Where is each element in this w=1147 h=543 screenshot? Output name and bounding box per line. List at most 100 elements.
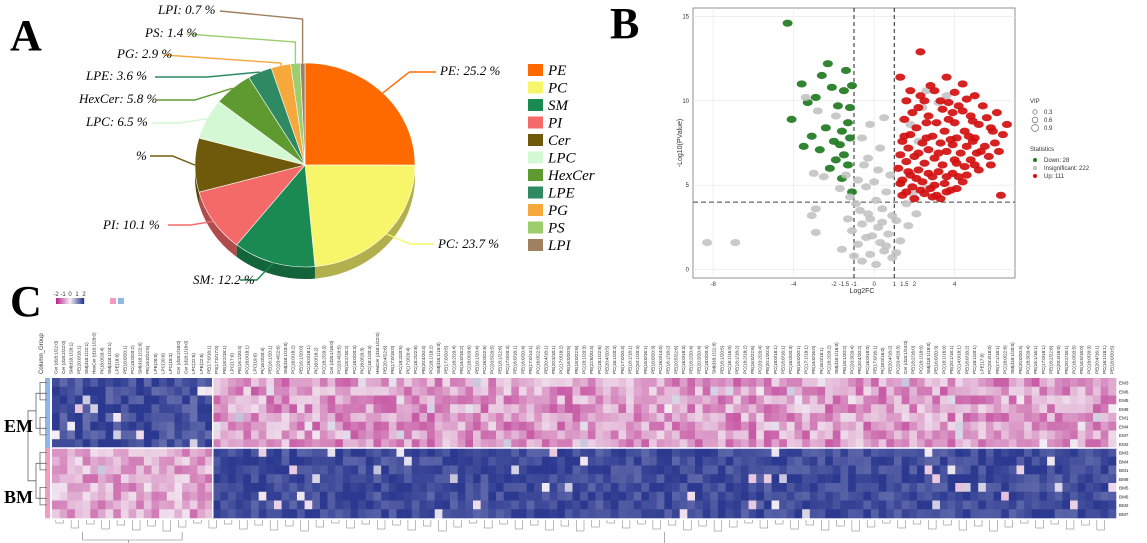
heatmap-cell (511, 456, 520, 466)
heatmap-cell (955, 386, 964, 396)
heatmap-cell (725, 413, 734, 423)
heatmap-cell (143, 413, 152, 423)
heatmap-cell (733, 404, 742, 414)
heatmap-cell (679, 491, 688, 501)
heatmap-cell (878, 421, 887, 431)
heatmap-cell (1039, 413, 1048, 423)
heatmap-cell (296, 509, 305, 519)
heatmap-column-label: PE(20:4/22:6) (383, 345, 388, 374)
heatmap-cell (174, 404, 183, 414)
heatmap-cell (1085, 395, 1094, 405)
heatmap-cell (289, 483, 298, 493)
heatmap-cell (90, 448, 99, 458)
heatmap-cell (503, 500, 512, 510)
heatmap-cell (120, 509, 129, 519)
heatmap-cell (641, 500, 650, 510)
heatmap-col-dendro-branch (484, 520, 493, 529)
heatmap-cell (97, 386, 106, 396)
heatmap-key-tick: 2 (82, 292, 86, 298)
heatmap-col-dendro-branch (1081, 520, 1090, 526)
heatmap-cell (1100, 421, 1109, 431)
heatmap-cell (473, 491, 481, 501)
heatmap-col-dendro-branch (70, 520, 80, 529)
heatmap-cell (174, 500, 183, 510)
heatmap-col-dendro-branch (729, 520, 738, 528)
heatmap-cell (120, 439, 129, 449)
heatmap-cell (825, 448, 834, 458)
heatmap-cell (197, 404, 206, 414)
heatmap-cell (633, 404, 642, 414)
heatmap-cell (832, 474, 841, 484)
heatmap-cell (1039, 386, 1048, 396)
heatmap-cell (587, 448, 596, 458)
heatmap-key-stop (74, 298, 76, 304)
heatmap-cell (396, 386, 405, 396)
heatmap-cell (748, 386, 757, 396)
heatmap-column-label: PC(18:2/20:5) (398, 345, 403, 374)
heatmap-cell (924, 500, 933, 510)
heatmap-cell (495, 483, 504, 493)
heatmap-column-label: PE(22:6/20:4) (589, 345, 594, 374)
heatmap-cell (909, 509, 918, 519)
heatmap-cell (618, 465, 627, 475)
heatmap-cell (825, 491, 834, 501)
legend-label-pe: PE (547, 63, 566, 79)
volcano-point-insignificant (941, 92, 952, 100)
heatmap-cell (694, 491, 703, 501)
heatmap-cell (618, 395, 627, 405)
heatmap-cell (166, 404, 175, 414)
volcano-point-up (907, 183, 918, 191)
heatmap-cell (649, 491, 658, 501)
heatmap-cell (396, 483, 405, 493)
heatmap-cell (235, 483, 244, 493)
heatmap-cell (189, 491, 198, 501)
volcano-point-insignificant (853, 176, 864, 184)
heatmap-cell (205, 483, 214, 493)
volcano-y-tick: 10 (682, 99, 689, 105)
heatmap-cell (434, 509, 443, 519)
heatmap-cell (1031, 430, 1040, 440)
heatmap-cell (511, 500, 520, 510)
heatmap-cell (817, 483, 826, 493)
heatmap-cell (825, 439, 834, 449)
heatmap-cell (212, 474, 221, 484)
heatmap-cell (641, 448, 650, 458)
heatmap-cell (748, 430, 757, 440)
volcano-point-down (810, 93, 821, 102)
heatmap-cell (350, 439, 359, 449)
heatmap-cell (694, 509, 703, 519)
heatmap-column-label: PC(18:0/20:6) (467, 345, 472, 374)
heatmap-cell (511, 395, 520, 405)
volcano-point-up (933, 168, 944, 176)
volcano-point-up (919, 159, 930, 167)
heatmap-cell (419, 474, 428, 484)
heatmap-cell (595, 491, 604, 501)
heatmap-cell (970, 439, 979, 449)
heatmap-cell (985, 378, 994, 388)
heatmap-cell (763, 395, 772, 405)
heatmap-cell (136, 491, 145, 501)
heatmap-column-label: PE(16:0/18:0) (1079, 345, 1084, 374)
heatmap-cell (518, 413, 527, 423)
heatmap-cell (825, 413, 834, 423)
heatmap-key-stop (67, 298, 69, 304)
heatmap-cell (419, 456, 428, 466)
heatmap-cell (848, 500, 857, 510)
heatmap-cell (159, 386, 168, 396)
heatmap-cell (166, 509, 175, 519)
heatmap-cell (388, 465, 397, 475)
heatmap-cell (473, 474, 481, 484)
heatmap-cell (626, 413, 635, 423)
heatmap-cell (143, 448, 152, 458)
heatmap-cell (335, 430, 344, 440)
heatmap-column-label: PC(20:4/20:3) (895, 345, 900, 374)
heatmap-cell (748, 421, 757, 431)
heatmap-column-label: PE(17:0/14:1) (528, 345, 533, 374)
volcano-point-down (798, 142, 809, 150)
heatmap-cell (495, 386, 504, 396)
heatmap-cell (603, 439, 612, 449)
heatmap-cell (319, 500, 328, 510)
heatmap-cell (947, 448, 956, 458)
heatmap-cell (626, 465, 635, 475)
volcano-point-down (842, 119, 853, 127)
